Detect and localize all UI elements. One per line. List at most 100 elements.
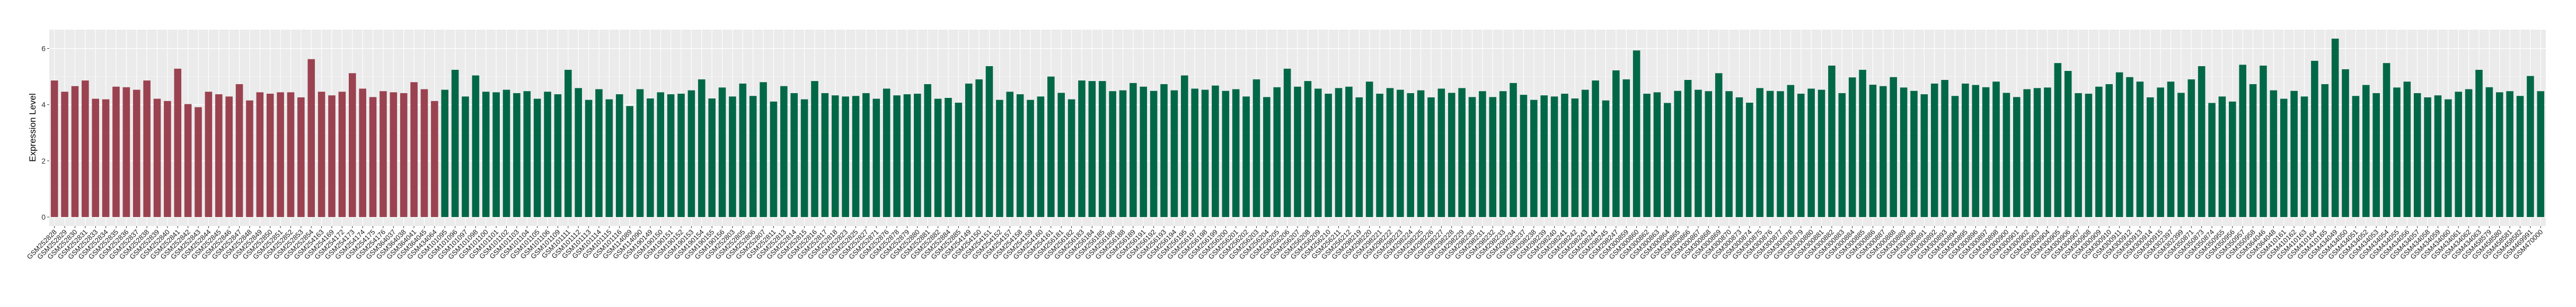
bar-GSM256195 xyxy=(1181,75,1188,218)
bar-GSM300877 xyxy=(1777,91,1784,218)
bar-GSM256210 xyxy=(1325,94,1332,218)
bar-GSM300900 xyxy=(2002,93,2010,218)
bar-GSM252814 xyxy=(790,93,798,218)
bar-GSM300867 xyxy=(1695,89,1702,218)
bar-GSM256185 xyxy=(1098,81,1106,218)
bar-GSM252880 xyxy=(914,94,921,218)
bar-GSM298240 xyxy=(1550,96,1558,218)
bar-GSM300915 xyxy=(2157,87,2164,218)
bar-GSM252884 xyxy=(945,97,952,218)
bar-GSM190155 xyxy=(708,98,716,218)
bar-GSM252846 xyxy=(225,96,233,218)
bar-GSM254152 xyxy=(996,100,1003,218)
bar-GSM350874 xyxy=(2208,103,2216,218)
bar-GSM298238 xyxy=(1530,100,1538,218)
bar-GSM101112 xyxy=(575,88,582,218)
bar-GSM298223 xyxy=(1397,89,1404,218)
bar-GSM434063 xyxy=(2475,69,2483,218)
bar-GSM256211 xyxy=(1335,88,1343,218)
bar-GSM300907 xyxy=(2075,93,2082,218)
bar-GSM300906 xyxy=(2064,71,2072,218)
bar-GSM254176 xyxy=(380,91,387,218)
bar-GSM252840 xyxy=(164,101,171,218)
bar-GSM101101 xyxy=(492,92,500,218)
bar-GSM254172 xyxy=(338,92,346,218)
bar-GSM252806 xyxy=(749,96,757,218)
bar-GSM300873 xyxy=(1735,97,1743,218)
bar-GSM254159 xyxy=(1027,100,1034,218)
bar-GSM434051 xyxy=(2352,96,2360,218)
bar-GSM252879 xyxy=(903,94,911,218)
bar-GSM256188 xyxy=(1119,90,1127,218)
bar-GSM458581 xyxy=(2506,91,2513,218)
bar-GSM300865 xyxy=(1674,91,1681,218)
bar-GSM300903 xyxy=(2033,88,2041,218)
bar-GSM254157 xyxy=(1006,92,1014,218)
bar-GSM256191 xyxy=(1140,86,1148,218)
bar-GSM190153 xyxy=(687,90,695,218)
bar-GSM101111 xyxy=(564,69,572,218)
bar-GSM101100 xyxy=(482,92,490,218)
bar-GSM434060 xyxy=(2445,99,2452,218)
bar-GSM256208 xyxy=(1304,81,1312,218)
bar-GSM434057 xyxy=(2413,93,2421,218)
bar-GSM300874 xyxy=(1746,102,1753,218)
bar-GSM252818 xyxy=(831,95,839,218)
bar-GSM114090 xyxy=(636,89,644,218)
bar-GSM298227 xyxy=(1437,88,1445,218)
bar-GSM298224 xyxy=(1407,93,1414,218)
bar-GSM434050 xyxy=(2342,69,2349,218)
bar-GSM252844 xyxy=(205,92,213,218)
bar-GSM470000 xyxy=(2537,91,2545,218)
bar-GSM350956 xyxy=(2229,101,2236,218)
bar-GSM350955 xyxy=(2218,96,2226,218)
bar-GSM256181 xyxy=(1057,93,1065,218)
bar-GSM458579 xyxy=(2485,87,2493,218)
bar-GSM252838 xyxy=(143,80,151,218)
bar-GSM300875 xyxy=(1756,88,1764,218)
bar-GSM101114 xyxy=(595,89,603,218)
bar-GSM256184 xyxy=(1088,81,1096,218)
bar-GSM350958 xyxy=(2249,84,2257,218)
bar-GSM298242 xyxy=(1571,98,1579,218)
bar-GSM300866 xyxy=(1684,80,1692,218)
bars xyxy=(50,38,2545,218)
bar-GSM101106 xyxy=(544,92,551,218)
bar-GSM298237 xyxy=(1520,95,1528,218)
bar-GSM256203 xyxy=(1252,79,1260,218)
bar-GSM101105 xyxy=(533,98,541,218)
bar-GSM434052 xyxy=(2362,85,2370,218)
bar-GSM434049 xyxy=(2331,38,2339,218)
bar-GSM252835 xyxy=(112,86,120,218)
bar-GSM254174 xyxy=(359,88,366,218)
bar-GSM252834 xyxy=(102,99,110,218)
bar-GSM252882 xyxy=(934,98,942,218)
bar-GSM434056 xyxy=(2403,82,2411,218)
bar-GSM300895 xyxy=(1962,83,1969,218)
bar-GSM101115 xyxy=(605,99,613,218)
bar-GSM256189 xyxy=(1130,83,1137,218)
bar-GSM298222 xyxy=(1386,88,1394,218)
bar-GSM101109 xyxy=(554,94,562,218)
bar-GSM434053 xyxy=(2372,93,2380,218)
bar-GSM300904 xyxy=(2044,87,2051,218)
bar-GSM252839 xyxy=(153,98,161,218)
bar-GSM298226 xyxy=(1427,97,1435,218)
bar-GSM350873 xyxy=(2198,66,2206,218)
bar-GSM256198 xyxy=(1201,89,1209,218)
bar-GSM190156 xyxy=(718,87,726,218)
bar-GSM252815 xyxy=(800,99,808,218)
bar-GSM298233 xyxy=(1499,91,1507,218)
bar-GSM300882 xyxy=(1828,65,1836,218)
bar-GSM256193 xyxy=(1160,84,1168,218)
bar-GSM256204 xyxy=(1263,97,1271,218)
bar-GSM252850 xyxy=(266,94,274,218)
bar-GSM101113 xyxy=(585,100,593,218)
bar-GSM252829 xyxy=(61,92,68,218)
bar-GSM254150 xyxy=(975,79,983,218)
bar-GSM298243 xyxy=(1581,89,1589,218)
bar-GSM256202 xyxy=(1242,96,1250,218)
bar-GSM410164 xyxy=(2311,60,2318,218)
bar-GSM298247 xyxy=(1612,70,1620,218)
